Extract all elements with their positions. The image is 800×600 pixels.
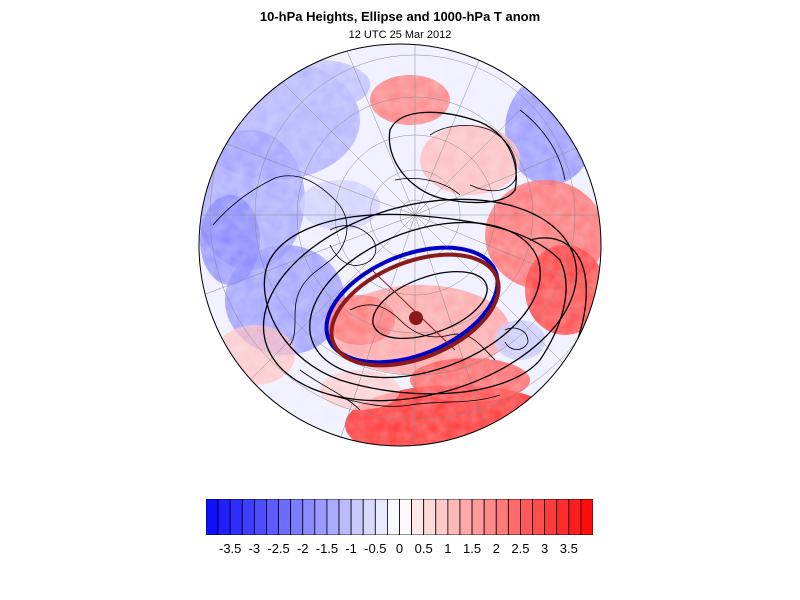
colorbar-box bbox=[532, 499, 546, 535]
colorbar-box bbox=[314, 499, 328, 535]
colorbar-box bbox=[362, 499, 376, 535]
colorbar-box bbox=[556, 499, 570, 535]
colorbar-tick-label: -3 bbox=[248, 541, 261, 556]
colorbar-tick-label: -2 bbox=[296, 541, 309, 556]
colorbar-box bbox=[229, 499, 243, 535]
colorbar-box bbox=[495, 499, 509, 535]
colorbar-box bbox=[253, 499, 267, 535]
colorbar-tick-label: 0 bbox=[395, 541, 404, 556]
colorbar bbox=[206, 499, 593, 535]
map-subtitle: 12 UTC 25 Mar 2012 bbox=[348, 29, 452, 41]
colorbar-box bbox=[326, 499, 340, 535]
colorbar-box bbox=[423, 499, 437, 535]
globe-outline bbox=[198, 43, 602, 447]
colorbar-tick-label: -2.5 bbox=[267, 541, 290, 556]
colorbar-box bbox=[290, 499, 304, 535]
colorbar-tick-label: 3 bbox=[541, 541, 549, 556]
colorbar-tick-label: 2 bbox=[492, 541, 500, 556]
colorbar-box bbox=[399, 499, 412, 535]
temperature-anomaly-field bbox=[199, 44, 601, 446]
colorbar-box bbox=[338, 499, 352, 535]
colorbar-box bbox=[580, 499, 593, 535]
ellipse-fitted bbox=[329, 252, 501, 368]
colorbar-box bbox=[387, 499, 400, 535]
colorbar-box bbox=[350, 499, 364, 535]
colorbar-box bbox=[447, 499, 461, 535]
colorbar-box bbox=[374, 499, 388, 535]
colorbar-labels: -3.5 -3 -2.5 -2 -1.5 -1 -0.5 0 0.5 1 1.5 2 2.5 3 3.5 bbox=[0, 541, 800, 561]
colorbar-box bbox=[278, 499, 292, 535]
colorbar-box bbox=[241, 499, 255, 535]
colorbar-box bbox=[544, 499, 558, 535]
colorbar-tick-label: 3.5 bbox=[559, 541, 578, 556]
colorbar-tick-label: -3.5 bbox=[218, 541, 242, 556]
colorbar-box bbox=[568, 499, 582, 535]
colorbar-box bbox=[483, 499, 497, 535]
colorbar-box bbox=[411, 499, 425, 535]
colorbar-box bbox=[507, 499, 521, 535]
colorbar-tick-label: -0.5 bbox=[364, 541, 387, 556]
colorbar-box bbox=[471, 499, 485, 535]
ellipse-minor-axis bbox=[371, 269, 456, 351]
colorbar-box bbox=[302, 499, 316, 535]
colorbar-box bbox=[435, 499, 449, 535]
polar-stereographic-map bbox=[198, 43, 602, 447]
colorbar-tick-label: 0.5 bbox=[414, 541, 433, 556]
colorbar-box bbox=[266, 499, 279, 535]
colorbar-box bbox=[520, 499, 533, 535]
coastlines bbox=[212, 109, 566, 411]
colorbar-box bbox=[217, 499, 231, 535]
colorbar-tick-label: 1 bbox=[444, 541, 452, 556]
colorbar-box bbox=[459, 499, 473, 535]
colorbar-tick-label: -1.5 bbox=[315, 541, 339, 556]
colorbar-box bbox=[206, 499, 219, 535]
ellipse-center-marker bbox=[409, 311, 423, 325]
map-title: 10-hPa Heights, Ellipse and 1000-hPa T a… bbox=[259, 9, 541, 24]
colorbar-tick-label: -1 bbox=[345, 541, 357, 556]
colorbar-tick-label: 1.5 bbox=[463, 541, 482, 556]
colorbar-tick-label: 2.5 bbox=[511, 541, 530, 556]
